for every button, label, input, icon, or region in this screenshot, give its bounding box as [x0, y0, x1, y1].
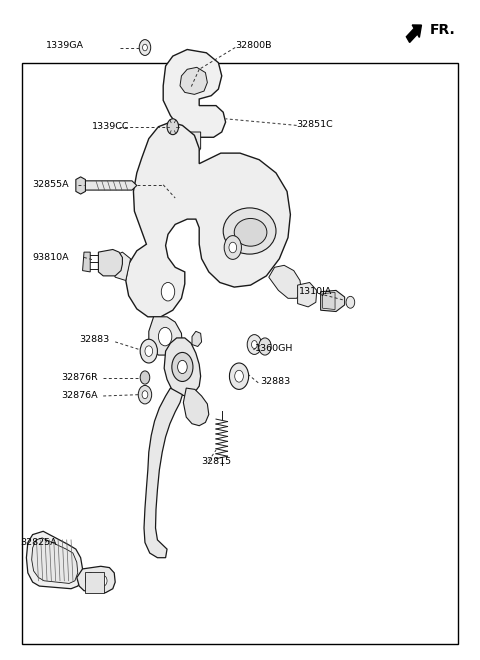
Text: 1310JA: 1310JA: [299, 287, 332, 296]
Circle shape: [140, 339, 157, 363]
Text: 93810A: 93810A: [33, 253, 69, 262]
Text: FR.: FR.: [430, 22, 456, 37]
Polygon shape: [84, 181, 137, 190]
Bar: [22, 63, 458, 644]
Polygon shape: [98, 249, 122, 276]
Circle shape: [142, 391, 148, 399]
FancyArrow shape: [407, 25, 421, 42]
Text: 32883: 32883: [79, 335, 109, 345]
Polygon shape: [180, 67, 207, 94]
Polygon shape: [32, 538, 78, 583]
Circle shape: [99, 576, 107, 586]
Polygon shape: [26, 531, 83, 589]
Circle shape: [139, 40, 151, 55]
Circle shape: [224, 236, 241, 259]
Polygon shape: [183, 388, 209, 426]
Polygon shape: [149, 317, 182, 355]
Circle shape: [229, 363, 249, 389]
Circle shape: [172, 352, 193, 381]
Polygon shape: [298, 282, 317, 307]
Polygon shape: [76, 177, 85, 194]
Circle shape: [85, 573, 95, 586]
Text: 32851C: 32851C: [297, 119, 334, 129]
Text: 32876R: 32876R: [61, 373, 98, 382]
Polygon shape: [321, 290, 345, 312]
Polygon shape: [185, 132, 201, 153]
Polygon shape: [77, 566, 115, 593]
Text: 1360GH: 1360GH: [255, 344, 294, 353]
Polygon shape: [126, 122, 290, 317]
Polygon shape: [163, 50, 226, 137]
Circle shape: [145, 346, 153, 356]
Bar: [85, 572, 104, 593]
Polygon shape: [111, 252, 131, 280]
Circle shape: [252, 341, 257, 348]
Text: 32876A: 32876A: [61, 391, 98, 401]
Ellipse shape: [234, 218, 267, 246]
Polygon shape: [269, 265, 301, 298]
Circle shape: [161, 282, 175, 301]
Circle shape: [346, 296, 355, 308]
Circle shape: [167, 119, 179, 135]
Polygon shape: [164, 338, 201, 396]
Circle shape: [178, 360, 187, 374]
Text: 1339CC: 1339CC: [92, 122, 130, 131]
Ellipse shape: [223, 208, 276, 254]
Circle shape: [247, 335, 262, 354]
Circle shape: [229, 242, 237, 253]
Circle shape: [143, 44, 147, 51]
Text: 32855A: 32855A: [33, 180, 69, 189]
Circle shape: [259, 338, 271, 355]
Polygon shape: [83, 252, 90, 272]
Circle shape: [138, 385, 152, 404]
Text: 32815: 32815: [202, 457, 232, 467]
Text: 32825A: 32825A: [20, 538, 57, 547]
Text: 1339GA: 1339GA: [46, 41, 84, 50]
Circle shape: [188, 136, 196, 148]
Text: 32883: 32883: [260, 377, 290, 386]
Circle shape: [140, 371, 150, 384]
Polygon shape: [323, 292, 335, 310]
Polygon shape: [192, 331, 202, 346]
Text: 32800B: 32800B: [235, 41, 272, 50]
Polygon shape: [144, 388, 182, 558]
Circle shape: [235, 370, 243, 382]
Circle shape: [158, 327, 172, 346]
